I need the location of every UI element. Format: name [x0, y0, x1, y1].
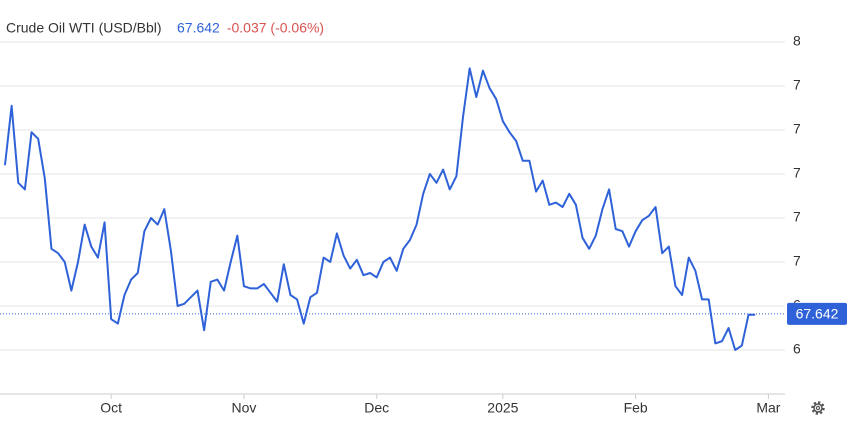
price-line [3, 67, 756, 351]
plot: 6668707274767880 [0, 33, 809, 395]
price-change: -0.037 (-0.06%) [227, 20, 324, 36]
x-tick-label: Oct [100, 400, 122, 416]
x-tick-label: Mar [756, 400, 780, 416]
last-price: 67.642 [177, 20, 220, 36]
gear-teeth [811, 401, 825, 415]
y-tick-label: 66 [793, 341, 809, 357]
x-tick-label: 2025 [487, 400, 518, 416]
x-tick-label: Dec [364, 400, 389, 416]
x-tick-label: Feb [624, 400, 648, 416]
x-tick-label: Nov [232, 400, 257, 416]
settings-icon[interactable] [811, 401, 825, 415]
y-tick-label: 76 [793, 121, 809, 137]
last-price-box [787, 302, 847, 325]
y-tick-label: 72 [793, 209, 809, 225]
y-tick-label: 74 [793, 165, 809, 181]
x-ticks: Oct Nov Dec 2025 Feb Mar [100, 394, 781, 416]
chart-title: Crude Oil WTI (USD/Bbl) [6, 20, 162, 36]
y-tick-label: 78 [793, 77, 809, 93]
y-tick-label: 80 [793, 33, 809, 49]
gear-ring [813, 403, 823, 413]
gear-hub [815, 405, 821, 411]
y-tick-label: 70 [793, 253, 809, 269]
last-price-label: 67.642 [796, 306, 839, 322]
